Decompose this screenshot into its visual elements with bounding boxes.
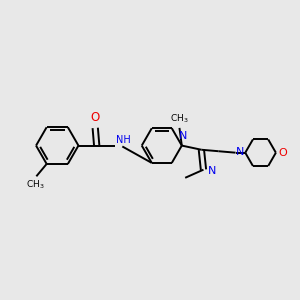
Text: O: O bbox=[91, 111, 100, 124]
Text: N: N bbox=[208, 166, 216, 176]
Text: CH$_3$: CH$_3$ bbox=[26, 179, 44, 191]
Text: CH$_3$: CH$_3$ bbox=[170, 112, 189, 125]
Text: N: N bbox=[179, 131, 188, 141]
Text: O: O bbox=[278, 148, 287, 158]
Text: N: N bbox=[236, 146, 244, 157]
Text: NH: NH bbox=[116, 135, 131, 145]
